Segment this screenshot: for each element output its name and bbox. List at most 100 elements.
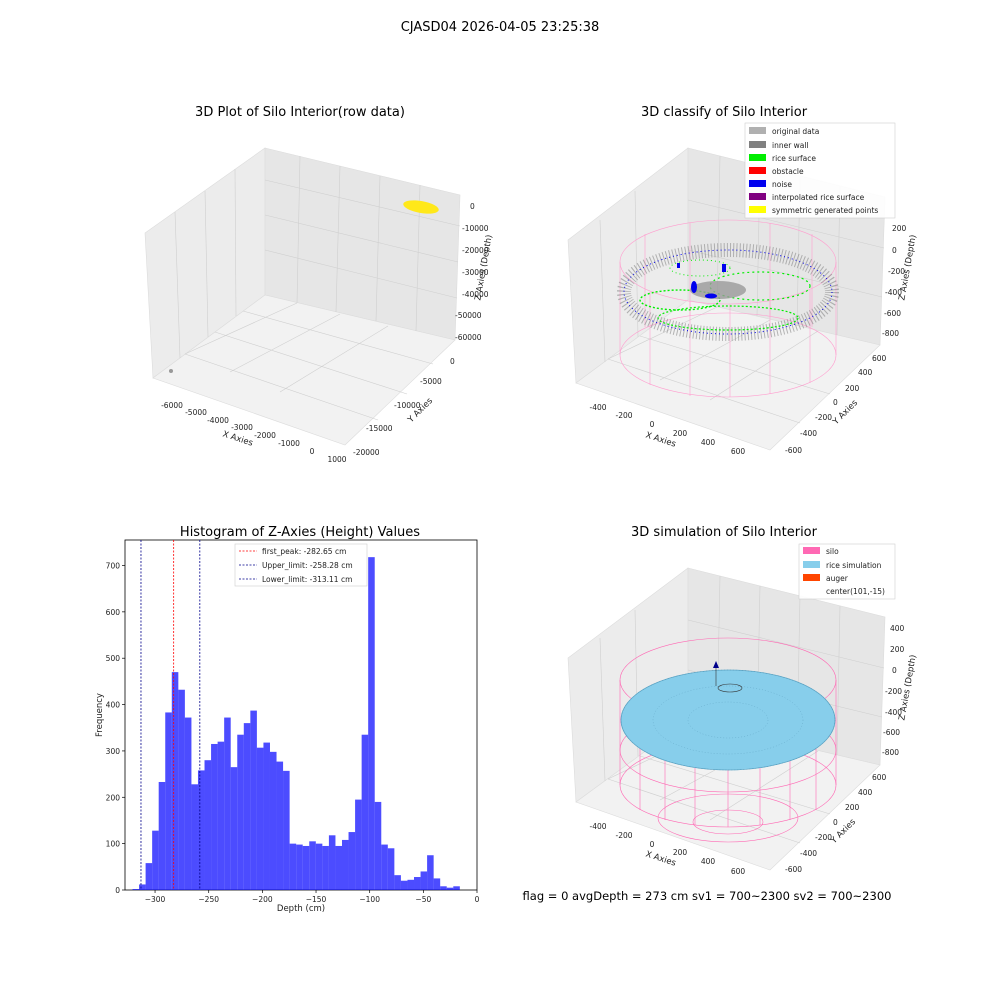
- raw-x-tick: -5000: [185, 408, 207, 417]
- y-tick-label: 200: [106, 793, 121, 802]
- sim-rice-mesh: [687, 701, 769, 739]
- x-tick-label: −300: [145, 895, 166, 904]
- y-tick-label: 500: [106, 654, 121, 663]
- y-tick-label: 700: [106, 561, 121, 570]
- histogram-bar: [440, 886, 447, 890]
- classify-y-tick: -200: [815, 413, 832, 422]
- legend-label: inner wall: [772, 141, 809, 150]
- histogram-bar: [145, 863, 153, 890]
- raw-y-tick: -20000: [353, 448, 380, 457]
- classify-x-tick: 600: [731, 447, 746, 456]
- classify-x-tick: 400: [701, 438, 716, 447]
- histogram-bar: [289, 843, 297, 890]
- legend-label: silo: [826, 547, 839, 556]
- panel-raw-data: 3D Plot of Silo Interior(row data): [144, 105, 495, 464]
- histogram-bar: [394, 875, 401, 890]
- classify-x-tick: -400: [589, 403, 606, 412]
- classify-z-tick: -600: [884, 309, 901, 318]
- sim-x-tick: 400: [701, 857, 716, 866]
- histogram-bar: [165, 712, 172, 890]
- histogram-bar: [211, 743, 218, 890]
- legend-label: interpolated rice surface: [772, 193, 865, 202]
- classify-z-tick: -800: [882, 329, 899, 338]
- histogram-bar: [171, 672, 179, 890]
- legend-swatch: [803, 547, 820, 554]
- histogram-title: Histogram of Z-Axies (Height) Values: [180, 525, 420, 540]
- sim-x-tick: 0: [650, 840, 655, 849]
- sim-y-tick: 600: [872, 773, 887, 782]
- histogram-bar: [197, 770, 205, 890]
- x-tick-label: 0: [475, 895, 480, 904]
- histogram-legend: first_peak: -282.65 cm Upper_limit: -258…: [234, 543, 368, 587]
- histogram-bar: [420, 871, 428, 890]
- sim-rice-mesh: [620, 669, 836, 771]
- raw-x-tick: -6000: [161, 401, 183, 410]
- sim-legend: silo rice simulation auger center(101,-1…: [798, 543, 896, 600]
- histogram-bar: [381, 844, 388, 890]
- sim-x-tick: -400: [589, 822, 606, 831]
- panel-sim-title: 3D simulation of Silo Interior: [631, 525, 818, 540]
- legend-swatch: [749, 167, 766, 174]
- y-tick-label: 400: [106, 701, 121, 710]
- histogram-threshold-lines: [140, 540, 201, 890]
- y-tick-label: 600: [106, 608, 121, 617]
- histogram-bar: [230, 767, 238, 890]
- raw-z-tick: 0: [470, 202, 475, 211]
- legend-label: symmetric generated points: [772, 206, 878, 215]
- sim-y-tick: -200: [815, 833, 832, 842]
- classify-z-tick: 200: [892, 224, 907, 233]
- legend-swatch: [803, 574, 820, 581]
- histogram-bar: [335, 845, 342, 890]
- histogram-bar: [433, 878, 441, 890]
- histogram-bar: [374, 801, 382, 890]
- histogram-bar: [217, 741, 225, 890]
- raw-3d-axes-box: [144, 147, 461, 446]
- y-tick-label: 100: [106, 840, 121, 849]
- histogram-bar: [446, 887, 454, 890]
- classify-y-ticks: 600 400 200 0 -200 -400 -600: [785, 354, 887, 455]
- histogram-bars: [132, 557, 460, 890]
- sim-y-tick: -600: [785, 865, 802, 874]
- sim-z-tick: -800: [882, 748, 899, 757]
- histogram-bar: [453, 886, 460, 890]
- classify-z-tick: -200: [888, 267, 905, 276]
- histogram-bar: [355, 799, 362, 890]
- legend-swatch: [749, 127, 766, 134]
- raw-x-label: X Axies: [221, 429, 254, 448]
- legend-swatch: [749, 141, 766, 148]
- histogram-bar: [427, 855, 434, 890]
- histogram-x-ticks: −300 −250 −200 −150 −100 −50 0: [145, 890, 480, 904]
- histogram-bar: [224, 717, 231, 890]
- panel-simulation: 3D simulation of Silo Interior: [523, 525, 919, 903]
- histogram-bar: [184, 717, 192, 890]
- histogram-bar: [152, 830, 159, 890]
- x-tick-label: −150: [306, 895, 327, 904]
- classify-z-tick: 0: [892, 246, 897, 255]
- classify-y-tick: 200: [845, 384, 860, 393]
- histogram-bar: [263, 742, 270, 890]
- legend-swatch: [749, 154, 766, 161]
- legend-swatch: [749, 206, 766, 213]
- classify-silo-wireframe: [619, 219, 837, 398]
- classify-y-tick: 400: [858, 368, 873, 377]
- classify-y-tick: 0: [833, 398, 838, 407]
- sim-x-ticks: -400 -200 0 200 400 600: [589, 822, 745, 876]
- histogram-x-label: Depth (cm): [277, 904, 325, 914]
- legend-label: rice simulation: [826, 561, 882, 570]
- sim-z-ticks: 400 200 0 -200 -400 -600 -800: [882, 624, 905, 757]
- classify-x-ticks: -400 -200 0 200 400 600: [589, 403, 745, 456]
- histogram-bar: [243, 723, 251, 890]
- histogram-bar: [302, 845, 310, 890]
- classify-y-tick: -600: [785, 446, 802, 455]
- raw-x-ticks: -6000 -5000 -4000 -3000 -2000 -1000 0 10…: [161, 401, 347, 464]
- histogram-bar: [309, 841, 316, 890]
- raw-x-tick: -1000: [278, 439, 300, 448]
- sim-y-tick: 200: [845, 803, 860, 812]
- histogram-bar: [368, 557, 375, 890]
- classify-y-tick: 600: [872, 354, 887, 363]
- y-tick-label: 300: [106, 747, 121, 756]
- histogram-bar: [348, 832, 356, 890]
- panel-raw-title: 3D Plot of Silo Interior(row data): [195, 105, 405, 120]
- classify-x-tick: 200: [673, 429, 688, 438]
